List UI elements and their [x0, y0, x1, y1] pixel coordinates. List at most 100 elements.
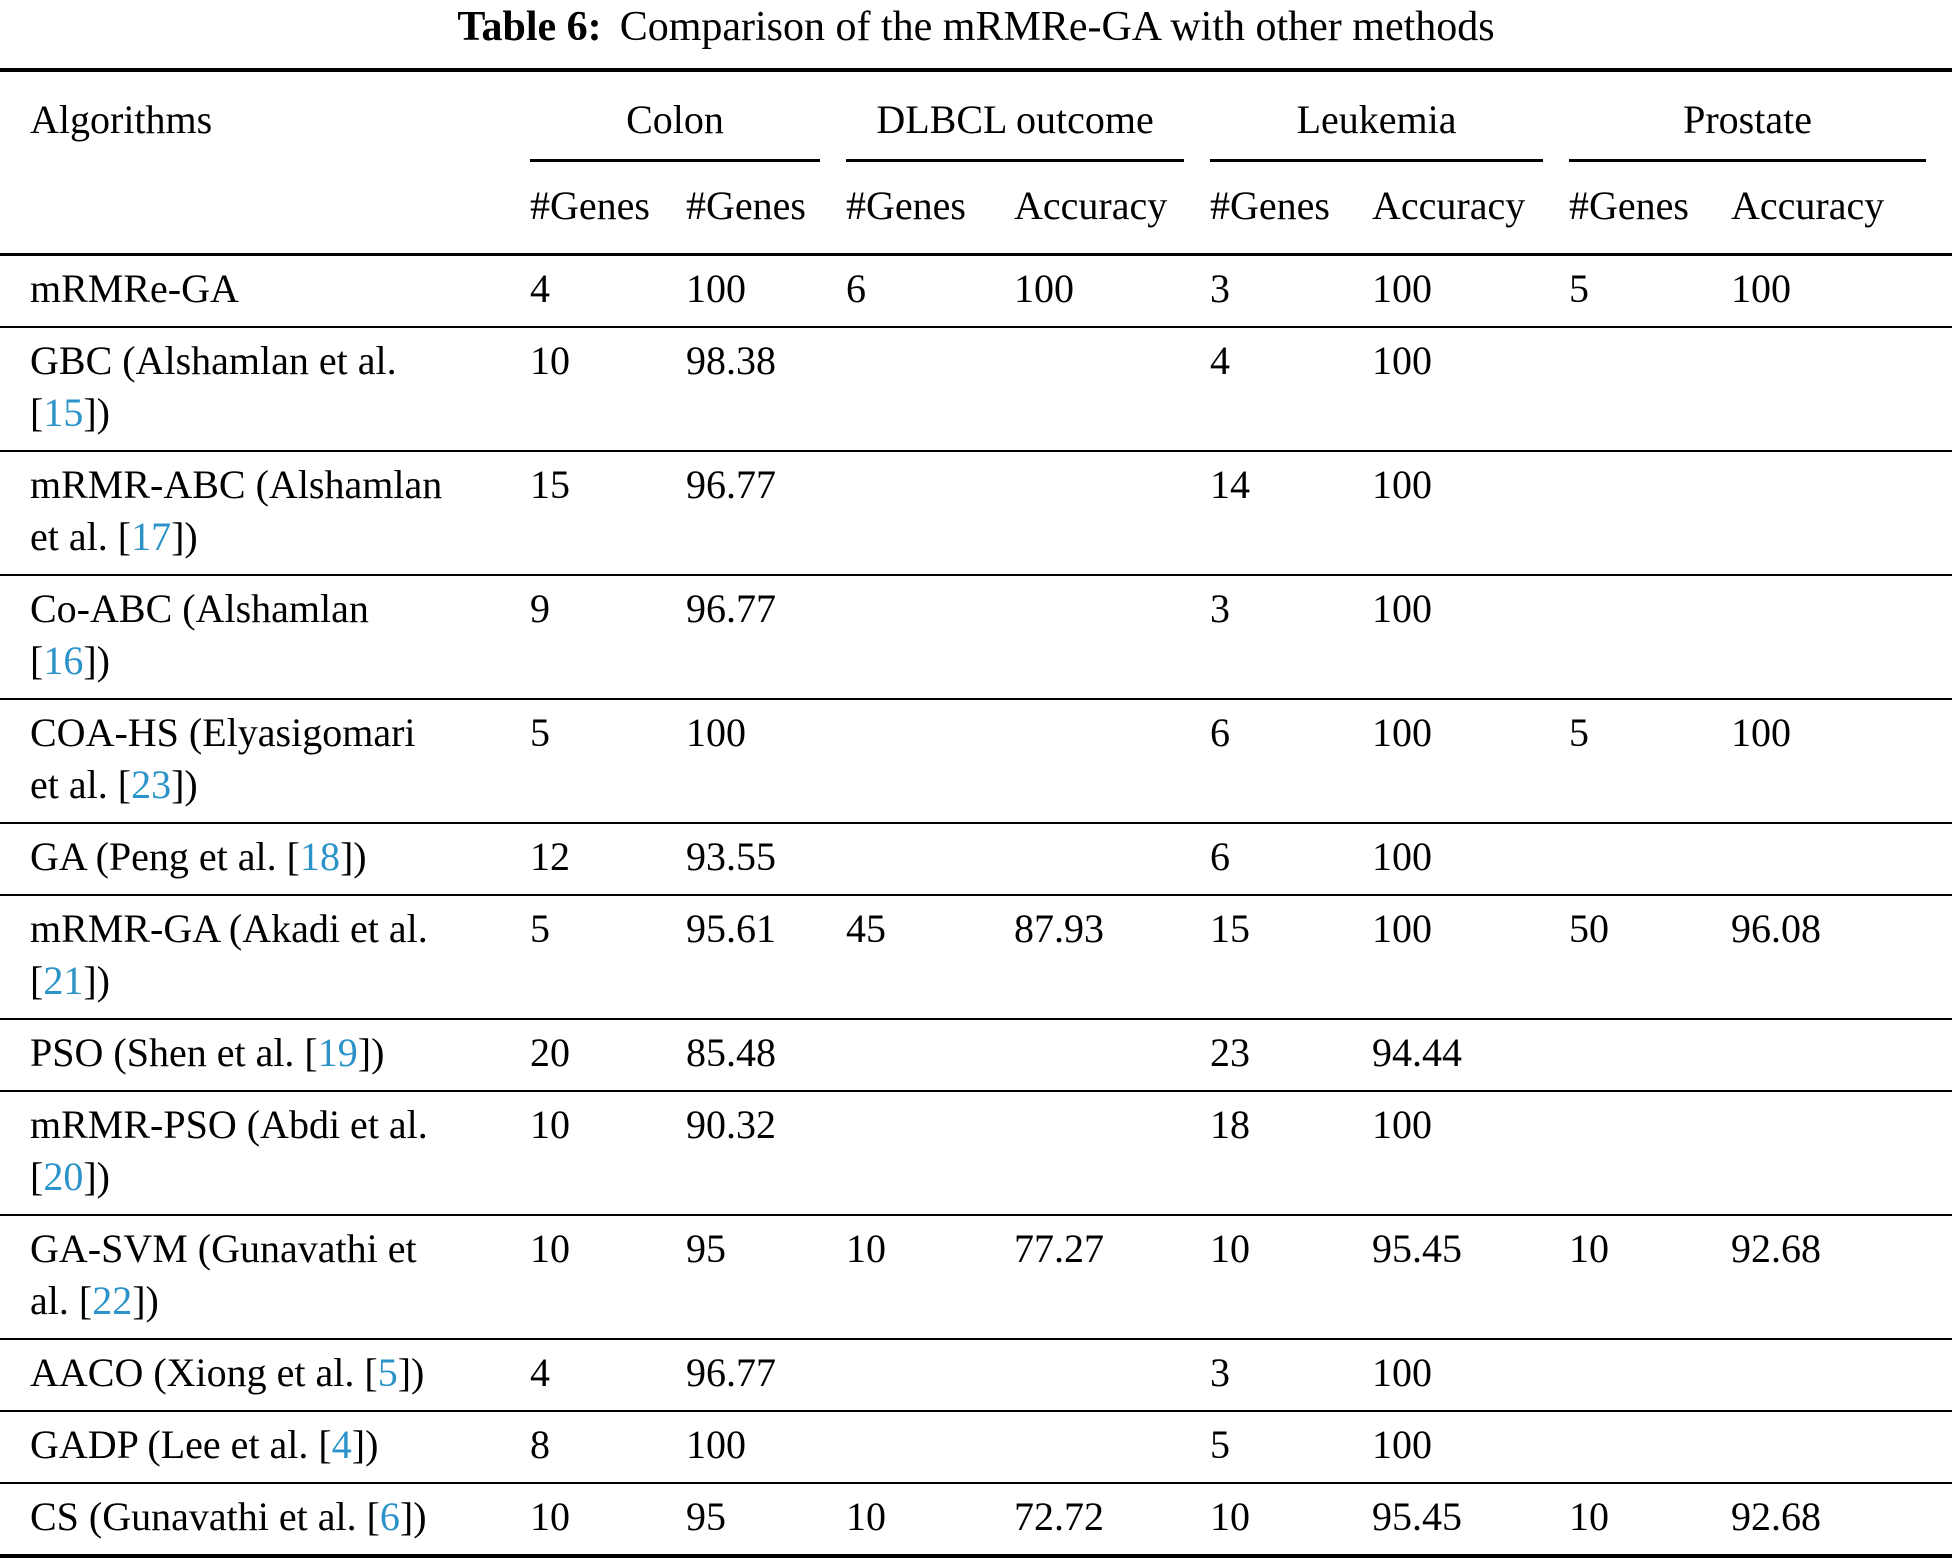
algorithm-name: mRMR-GA (Akadi et al. [ [30, 906, 428, 1004]
cell-value [1014, 1339, 1210, 1411]
cell-value: 100 [1372, 1350, 1433, 1396]
citation-link[interactable]: 22 [92, 1278, 133, 1324]
algorithm-name: GA (Peng et al. [ [30, 834, 300, 880]
cell-value: 6 [1210, 834, 1231, 880]
cell-value: 10 [530, 1102, 570, 1148]
cell-value: 20 [530, 1030, 570, 1076]
cell-value [1014, 823, 1210, 895]
cell-value: 96.77 [686, 1350, 776, 1396]
cell-value [846, 327, 1014, 451]
citation-link[interactable]: 16 [43, 638, 84, 684]
cell-value: 5 [530, 710, 550, 756]
algorithm-cell: GADP (Lee et al. [4]) [0, 1411, 530, 1483]
algorithm-cell: PSO (Shen et al. [19]) [0, 1019, 530, 1091]
citation-link[interactable]: 15 [43, 390, 84, 436]
citation-suffix: ]) [132, 1278, 159, 1324]
citation-link[interactable]: 23 [131, 762, 172, 808]
sub-header-row: #Genes #Genes #Genes Accuracy #Genes Acc… [0, 162, 1952, 255]
cell-value: 92.68 [1731, 1226, 1822, 1272]
group-header-prostate: Prostate [1569, 70, 1952, 163]
subheader-dlbcl-genes: #Genes [846, 183, 966, 229]
table-row: COA-HS (Elyasigomari et al. [23]) 5 100 … [0, 699, 1952, 824]
cell-value [846, 1091, 1014, 1215]
algorithm-cell: mRMR-GA (Akadi et al. [21]) [0, 895, 530, 1019]
citation-suffix: ]) [83, 958, 110, 1004]
citation-link[interactable]: 19 [317, 1030, 358, 1076]
cell-value [1014, 1411, 1210, 1483]
cell-value: 100 [1372, 906, 1433, 952]
cell-value: 4 [530, 1350, 550, 1396]
cell-value: 10 [530, 338, 570, 384]
cell-value: 95.61 [686, 906, 776, 952]
algorithm-cell: Co-ABC (Alshamlan [16]) [0, 575, 530, 699]
citation-link[interactable]: 17 [131, 514, 172, 560]
cell-value: 72.72 [1014, 1494, 1105, 1540]
group-header-leukemia: Leukemia [1210, 70, 1569, 163]
cell-value: 92.68 [1731, 1494, 1822, 1540]
cell-value: 6 [846, 266, 867, 312]
citation-link[interactable]: 5 [377, 1350, 398, 1396]
table-row: mRMR-GA (Akadi et al. [21]) 5 95.61 45 8… [0, 895, 1952, 1020]
algorithms-header: Algorithms [30, 97, 213, 143]
citation-link[interactable]: 4 [331, 1422, 352, 1468]
cell-value [1014, 699, 1210, 823]
cell-value [1569, 1339, 1731, 1411]
algorithm-cell: GA (Peng et al. [18]) [0, 823, 530, 895]
cell-value: 100 [1372, 1102, 1433, 1148]
cell-value: 4 [1210, 338, 1231, 384]
table-row: GADP (Lee et al. [4]) 8 100 5 100 [0, 1411, 1952, 1484]
citation-link[interactable]: 18 [299, 834, 340, 880]
cell-value: 23 [1210, 1030, 1251, 1076]
algorithm-cell: mRMR-ABC (Alshamlan et al. [17]) [0, 451, 530, 575]
citation-link[interactable]: 21 [43, 958, 84, 1004]
citation-link[interactable]: 20 [43, 1154, 84, 1200]
cell-value: 100 [1372, 338, 1433, 384]
cell-value [1569, 1411, 1731, 1483]
algorithm-cell: GBC (Alshamlan et al. [15]) [0, 327, 530, 451]
cell-value: 6 [1210, 710, 1231, 756]
cell-value: 77.27 [1014, 1226, 1105, 1272]
table-row: mRMR-PSO (Abdi et al. [20]) 10 90.32 18 … [0, 1091, 1952, 1216]
cell-value [1569, 1019, 1731, 1091]
table-caption-text: Comparison of the mRMRe-GA with other me… [619, 4, 1495, 50]
cell-value: 90.32 [686, 1102, 776, 1148]
cell-value: 14 [1210, 462, 1251, 508]
table-row: PSO (Shen et al. [19]) 20 85.48 23 94.44 [0, 1019, 1952, 1092]
cell-value: 100 [1372, 266, 1433, 312]
citation-suffix: ]) [171, 514, 198, 560]
cell-value: 100 [1372, 834, 1433, 880]
citation-suffix: ]) [83, 390, 110, 436]
cell-value: 100 [1731, 266, 1792, 312]
algorithm-name: mRMRe-GA [30, 266, 239, 312]
cell-value [846, 575, 1014, 699]
table-caption-label: Table 6: [457, 4, 602, 50]
group-label-leukemia: Leukemia [1210, 96, 1544, 163]
cell-value: 15 [1210, 906, 1251, 952]
group-header-colon: Colon [530, 70, 846, 163]
subheader-colon-accuracy: #Genes [686, 183, 806, 229]
cell-value: 3 [1210, 266, 1231, 312]
cell-value: 96.77 [686, 462, 776, 508]
algorithm-cell: GA-SVM (Gunavathi et al. [22]) [0, 1215, 530, 1339]
group-label-prostate: Prostate [1569, 96, 1927, 163]
algorithm-cell: mRMR-PSO (Abdi et al. [20]) [0, 1091, 530, 1215]
group-header-dlbcl-outcome: DLBCL outcome [846, 70, 1210, 163]
cell-value [846, 1019, 1014, 1091]
cell-value: 9 [530, 586, 550, 632]
cell-value: 10 [846, 1226, 887, 1272]
cell-value: 98.38 [686, 338, 776, 384]
cell-value: 15 [530, 462, 570, 508]
subheader-prostate-genes: #Genes [1569, 183, 1689, 229]
cell-value: 100 [1372, 710, 1433, 756]
cell-value [1014, 451, 1210, 575]
cell-value [1569, 327, 1731, 451]
algorithm-name: Co-ABC (Alshamlan [ [30, 586, 369, 684]
citation-suffix: ]) [83, 1154, 110, 1200]
cell-value: 96.77 [686, 586, 776, 632]
table-row: mRMRe-GA 4 100 6 100 3 100 5 100 [0, 255, 1952, 328]
cell-value: 12 [530, 834, 570, 880]
algorithm-name: PSO (Shen et al. [ [30, 1030, 318, 1076]
table-row: GBC (Alshamlan et al. [15]) 10 98.38 4 1… [0, 327, 1952, 452]
cell-value [1731, 327, 1952, 451]
citation-link[interactable]: 6 [379, 1494, 400, 1540]
